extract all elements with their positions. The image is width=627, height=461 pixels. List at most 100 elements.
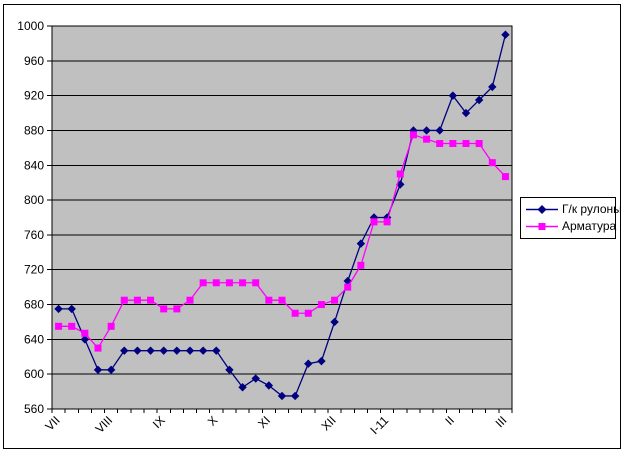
data-point-square [488, 159, 496, 167]
data-point-square [370, 218, 378, 226]
data-point-square [173, 305, 181, 313]
data-point-diamond [251, 374, 260, 383]
data-point-square [55, 322, 63, 330]
y-axis-labels: 560 600 640 680 720 760 800 840 880 920 960 1000 [17, 19, 44, 416]
y-tick-label: 560 [24, 402, 44, 416]
data-point-square [383, 218, 391, 226]
data-point-diamond [93, 365, 103, 375]
y-tick-label: 1000 [17, 19, 44, 33]
data-point-diamond [501, 30, 510, 39]
data-point-square [133, 296, 141, 304]
legend-item-hk-rulony: Г/к рулоны [525, 201, 622, 218]
diamond-marker-icon [526, 205, 558, 214]
x-axis-labels: VII VIII IX X XI XII I-11 II III [42, 413, 509, 437]
data-point-diamond [159, 346, 168, 355]
y-tick-label: 720 [24, 263, 44, 277]
x-tick-label: II [442, 413, 457, 428]
data-point-square [94, 344, 102, 352]
data-point-square [409, 131, 417, 139]
legend: Г/к рулоны Арматура [520, 197, 622, 239]
x-axis-ticks [51, 409, 513, 413]
y-tick-label: 600 [24, 367, 44, 381]
data-point-square [120, 296, 128, 304]
data-point-square [501, 173, 509, 181]
y-tick-label: 760 [24, 228, 44, 242]
plot-border [51, 25, 513, 410]
data-point-diamond [185, 346, 195, 355]
y-tick-label: 880 [24, 123, 44, 137]
data-point-square [331, 296, 339, 304]
y-tick-label: 960 [24, 54, 44, 68]
data-point-square [436, 140, 444, 148]
x-tick-label: III [493, 413, 510, 430]
data-point-diamond [369, 213, 379, 222]
data-point-square [344, 283, 352, 291]
data-point-square [304, 309, 312, 317]
data-point-diamond [317, 356, 326, 366]
data-point-square [81, 329, 89, 337]
x-tick-label: IX [150, 413, 168, 431]
data-point-diamond [356, 239, 366, 248]
y-tick-label: 800 [24, 193, 44, 207]
data-point-diamond [264, 381, 274, 390]
y-tick-label: 920 [24, 89, 44, 103]
data-point-diamond [435, 126, 444, 135]
data-point-square [317, 301, 325, 309]
data-point-square [291, 309, 299, 317]
data-point-diamond [225, 365, 234, 375]
data-point-diamond [67, 304, 76, 314]
y-tick-label: 680 [24, 298, 44, 312]
plot-area [52, 26, 512, 409]
data-point-square [278, 296, 286, 304]
data-point-square [160, 305, 168, 313]
data-point-square [449, 140, 457, 148]
data-point-diamond [474, 95, 484, 105]
data-point-diamond [146, 346, 155, 355]
data-point-square [186, 296, 194, 304]
legend-label-armatura: Арматура [562, 219, 617, 233]
x-tick-label: X [205, 413, 221, 429]
data-point-square [199, 279, 207, 287]
data-point-diamond [330, 317, 339, 327]
y-tick-label: 840 [24, 158, 44, 172]
legend-label-hk-rulony: Г/к рулоны [562, 202, 622, 216]
data-point-square [225, 279, 233, 287]
data-point-diamond [277, 391, 287, 401]
y-tick-label: 640 [24, 332, 44, 346]
data-point-diamond [80, 335, 90, 344]
data-point-square [423, 135, 431, 143]
x-tick-label: VII [42, 413, 62, 433]
data-point-diamond [304, 359, 313, 368]
square-marker-icon [526, 223, 558, 230]
data-point-square [265, 296, 273, 304]
data-point-square [68, 322, 76, 330]
data-point-diamond [290, 391, 300, 401]
data-point-diamond [488, 82, 497, 92]
data-point-square [475, 140, 483, 148]
x-tick-label: XI [255, 413, 273, 431]
data-point-square [396, 170, 404, 178]
data-point-square [462, 140, 470, 148]
data-point-diamond [461, 108, 471, 118]
data-point-diamond [54, 304, 63, 314]
x-tick-label: XII [318, 413, 338, 433]
legend-item-armatura: Арматура [525, 218, 616, 235]
series-armatura [55, 131, 509, 352]
data-point-square [357, 261, 365, 269]
x-tick-label: I-11 [367, 413, 391, 437]
x-tick-label: VIII [93, 413, 116, 436]
data-point-diamond [422, 126, 431, 135]
data-point-diamond [238, 383, 247, 392]
data-point-square [212, 279, 220, 287]
data-point-diamond [120, 346, 129, 355]
data-point-diamond [133, 346, 142, 355]
data-point-diamond [198, 346, 208, 355]
data-point-square [107, 322, 115, 330]
data-point-diamond [172, 346, 182, 355]
data-point-square [147, 296, 155, 304]
data-point-square [252, 279, 260, 287]
data-point-diamond [448, 91, 458, 100]
data-point-diamond [212, 346, 221, 355]
